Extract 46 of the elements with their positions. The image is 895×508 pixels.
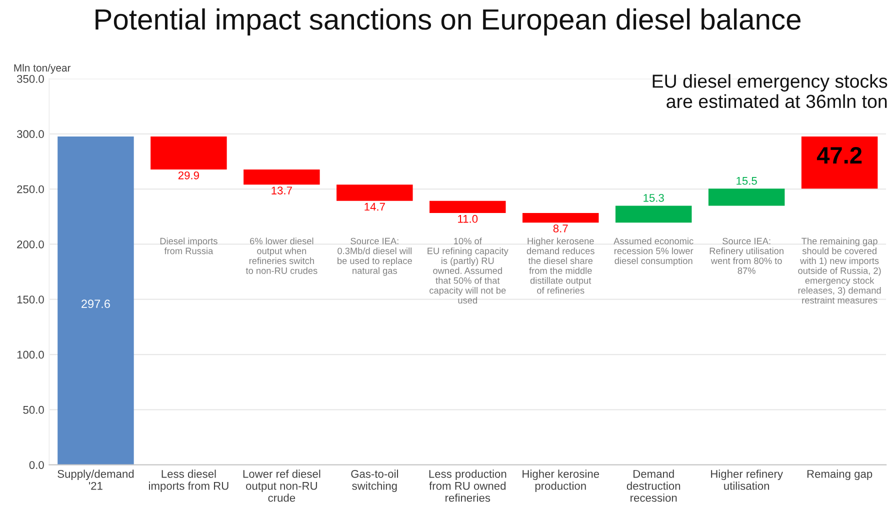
x-tick-label: Demand destruction recession xyxy=(626,470,680,502)
bar xyxy=(430,200,506,213)
data-label: 297.6 xyxy=(82,300,110,308)
bar xyxy=(708,188,785,206)
annotation: Higher kerosene demand reduces the diesel share from the middle distillate output of refineries xyxy=(526,238,594,294)
bar xyxy=(522,212,599,223)
bar xyxy=(801,136,878,189)
x-tick-label: Higher refinery utilisation xyxy=(711,470,783,490)
x-tick-label: Remaing gap xyxy=(807,470,872,480)
annotation: 10% of EU refining capacity is (partly) RU owned. Assumed that 50% of that capacity will not be used xyxy=(428,238,508,304)
y-tick-label: 0.0 xyxy=(29,461,44,469)
data-label: 15.3 xyxy=(644,194,664,202)
data-label: 14.7 xyxy=(364,202,385,211)
annotation: The remaining gap should be covered with 1) new imports outside of Russia, 2) emergency stock releases, 3) demand restraint measures xyxy=(798,238,881,304)
data-label: 15.5 xyxy=(736,177,757,185)
annotation: 6% lower diesel output when refineries switch to non-RU crudes xyxy=(246,238,318,274)
y-tick-label: 350.0 xyxy=(16,75,44,83)
bar xyxy=(58,136,134,465)
bar xyxy=(150,136,227,170)
data-label: 47.2 xyxy=(816,146,862,164)
x-tick-label: Less production from RU owned refineries xyxy=(429,470,506,502)
bar xyxy=(336,184,413,201)
data-label: 29.9 xyxy=(178,171,199,180)
y-tick-label: 200.0 xyxy=(17,240,44,248)
y-tick-label: 100.0 xyxy=(17,350,44,359)
y-axis-title: Mln ton/year xyxy=(14,64,71,74)
y-tick-label: 50.0 xyxy=(23,406,44,414)
x-tick-label: Lower ref diesel output non-RU crude xyxy=(243,470,320,502)
data-label: 13.7 xyxy=(272,186,292,194)
x-tick-label: Higher kerosine production xyxy=(522,470,600,492)
data-label: 11.0 xyxy=(458,214,478,223)
x-tick-label: Less diesel imports from RU xyxy=(149,470,228,492)
y-tick-label: 250.0 xyxy=(17,185,44,194)
x-tick-label: Supply/demand '21 xyxy=(58,470,134,490)
bar xyxy=(244,170,320,185)
bar xyxy=(615,206,692,223)
annotation: Source IEA: 0.3Mb/d diesel will be used to replace natural gas xyxy=(338,238,412,276)
data-label: 8.7 xyxy=(553,224,568,232)
annotation: EU diesel emergency stocks are estimated at 36mln ton xyxy=(652,74,888,108)
annotation: Assumed economic recession 5% lower diesel consumption xyxy=(614,238,694,266)
x-tick-label: Gas-to-oil switching xyxy=(351,470,398,492)
annotation: Source IEA: Refinery utilisation went from 80% to 87% xyxy=(710,238,784,274)
y-tick-label: 300.0 xyxy=(16,130,44,138)
chart-title: Potential impact sanctions on European diesel balance xyxy=(96,8,801,36)
annotation: Diesel imports from Russia xyxy=(160,238,218,254)
y-tick-label: 150.0 xyxy=(17,296,44,304)
